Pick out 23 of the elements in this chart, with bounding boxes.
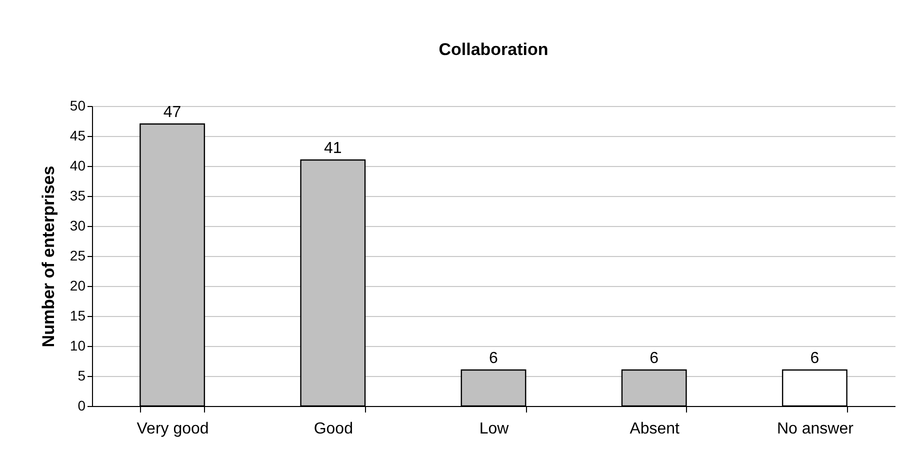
chart-title: Collaboration [438,40,548,59]
data-label: 41 [324,140,342,157]
y-tick-label: 0 [78,398,86,414]
y-tick-label: 25 [70,248,86,264]
x-tick-label: Very good [136,420,209,438]
y-tick-label: 10 [70,338,86,354]
x-tick-label: Good [314,420,353,438]
data-label: 6 [810,350,820,367]
y-tick-label: 5 [78,368,86,384]
y-tick-label: 20 [70,278,86,294]
y-tick-label: 35 [70,188,86,204]
x-tick-label: Absent [630,420,680,438]
y-tick-label: 15 [70,308,86,324]
data-label: 47 [163,104,182,121]
y-axis-title: Number of enterprises [38,166,58,348]
x-tick-label: No answer [776,420,854,438]
y-tick-label: 45 [70,128,86,144]
y-tick-label: 40 [70,158,86,174]
x-tick-label: Low [479,420,510,438]
data-label: 6 [650,350,659,367]
y-tick-label: 50 [70,98,86,114]
y-tick-label: 30 [70,218,86,234]
data-label: 6 [489,350,498,367]
